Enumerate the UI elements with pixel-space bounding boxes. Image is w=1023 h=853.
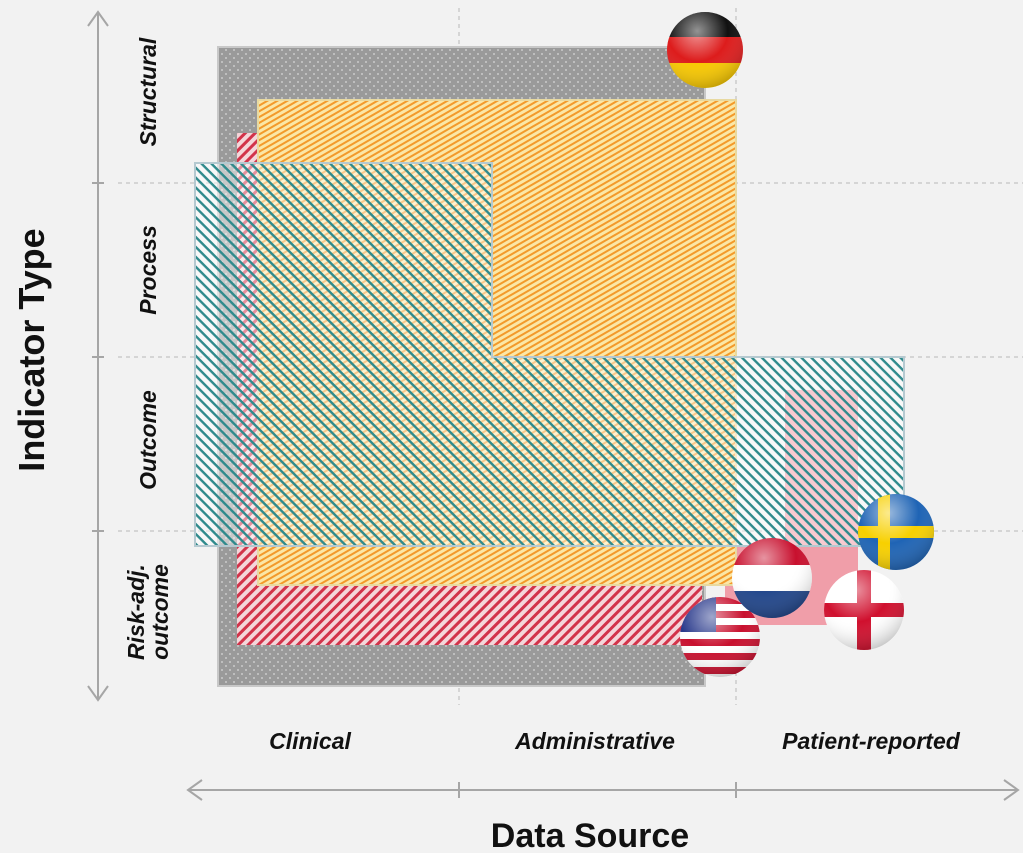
x-axis-title: Data Source bbox=[491, 817, 689, 853]
y-axis-title: Indicator Type bbox=[11, 228, 52, 471]
flag-usa bbox=[680, 597, 760, 677]
y-label: Risk-adj. bbox=[123, 564, 149, 660]
y-label: Process bbox=[135, 225, 161, 315]
arrows bbox=[87, 10, 1020, 801]
flag-netherlands bbox=[732, 538, 812, 618]
y-label: Outcome bbox=[135, 390, 161, 490]
regions bbox=[194, 46, 905, 687]
flag-sweden bbox=[858, 494, 934, 570]
sweden-region bbox=[194, 162, 905, 547]
flags bbox=[667, 12, 934, 677]
x-label: Administrative bbox=[514, 728, 675, 754]
y-label: outcome bbox=[147, 564, 173, 660]
y-label: Structural bbox=[135, 37, 161, 146]
x-label: Clinical bbox=[269, 728, 351, 754]
flag-germany bbox=[667, 12, 743, 88]
flag-england bbox=[824, 570, 904, 650]
x-label: Patient-reported bbox=[782, 728, 961, 754]
